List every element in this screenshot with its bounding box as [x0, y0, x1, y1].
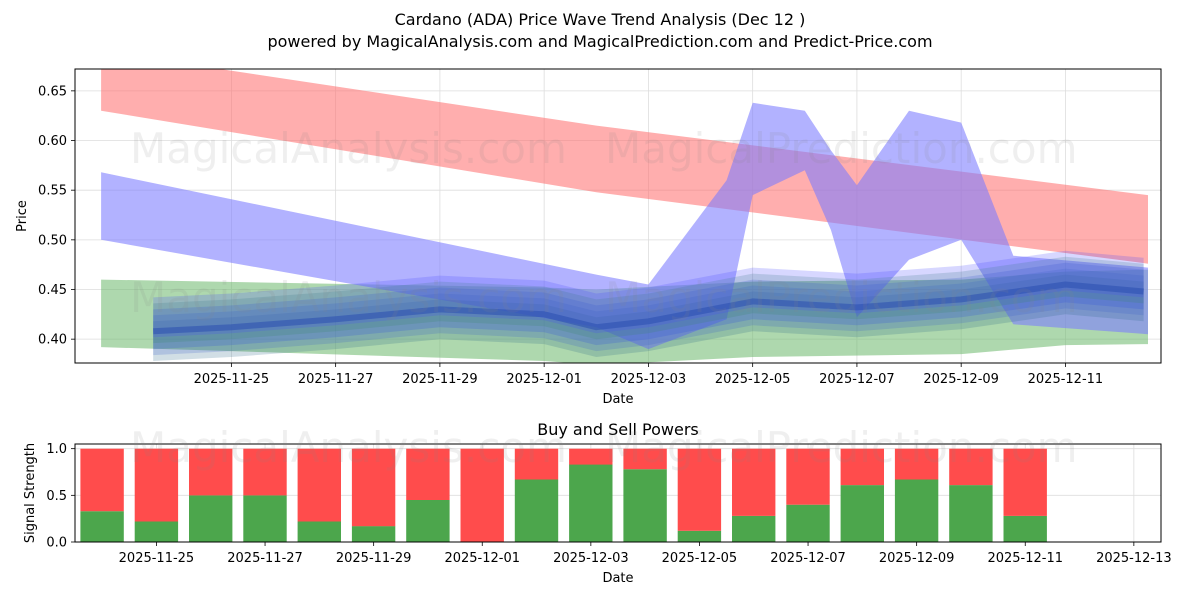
power-ytick-label: 1.0 — [46, 442, 67, 457]
power-axis-ylabel: Signal Strength — [23, 443, 38, 543]
price-bands — [101, 69, 1149, 363]
sell-bar — [949, 448, 993, 486]
power-xtick-label: 2025-12-13 — [1096, 551, 1172, 566]
power-plot-frame — [74, 443, 1162, 543]
power-ytick-label: 0.0 — [46, 536, 67, 551]
price-plot-frame — [74, 68, 1162, 364]
sell-bar — [406, 448, 450, 500]
power-xtick-label: 2025-12-11 — [987, 551, 1063, 566]
sell-bar — [80, 448, 124, 512]
sell-bar — [840, 448, 884, 486]
buy-bar — [189, 495, 233, 542]
price-ensemble-band — [153, 268, 1144, 356]
buy-bar — [514, 479, 559, 542]
price-axis-ticks: 2025-11-25 2025-11-27 2025-11-29 2025-12-01… — [38, 84, 1103, 387]
buy-bar — [406, 500, 450, 542]
buy-bar — [840, 485, 884, 542]
price-ensemble-band — [153, 256, 1144, 344]
buy-bar — [80, 511, 124, 542]
price-xtick-label: 2025-12-05 — [715, 372, 791, 387]
band-7a7aff — [101, 102, 1149, 350]
price-ytick-label: 0.65 — [38, 84, 67, 99]
sell-bar — [1003, 448, 1047, 516]
price-ytick-label: 0.50 — [38, 233, 67, 248]
price-ensemble-band — [153, 262, 1144, 350]
buy-bar — [1003, 515, 1047, 542]
price-xtick-label: 2025-12-01 — [506, 372, 582, 387]
sell-bar — [677, 448, 722, 531]
power-xtick-label: 2025-12-05 — [662, 551, 738, 566]
power-xtick-label: 2025-12-07 — [770, 551, 846, 566]
power-panel-title: Buy and Sell Powers — [537, 420, 699, 439]
power-bars — [80, 448, 1047, 542]
buy-bar — [134, 521, 179, 542]
price-xtick-label: 2025-11-29 — [402, 372, 478, 387]
sell-bar — [786, 448, 830, 505]
price-ensemble-band — [153, 274, 1144, 361]
price-paths — [153, 250, 1144, 361]
price-panel: 2025-11-25 2025-11-27 2025-11-29 2025-12-01… — [15, 68, 1162, 407]
power-xtick-label: 2025-11-27 — [227, 551, 303, 566]
power-ytick-label: 0.5 — [46, 489, 67, 504]
price-xtick-label: 2025-12-03 — [611, 372, 687, 387]
price-ytick-label: 0.60 — [38, 134, 67, 149]
price-ytick-label: 0.40 — [38, 333, 67, 348]
sell-bar — [514, 448, 559, 480]
watermark-prediction-top: MagicalPrediction.com — [605, 124, 1078, 173]
power-axis-xlabel: Date — [602, 571, 633, 586]
sell-bar — [460, 448, 504, 542]
price-xtick-label: 2025-11-27 — [298, 372, 374, 387]
price-axis-ylabel: Price — [15, 200, 30, 232]
buy-bar — [243, 495, 287, 542]
sell-bar — [732, 448, 776, 516]
buy-bar — [351, 526, 396, 542]
buy-bar — [949, 485, 993, 542]
buy-bar — [732, 515, 776, 542]
power-xtick-label: 2025-12-09 — [879, 551, 955, 566]
buy-bar — [677, 530, 722, 542]
buy-bar — [297, 521, 341, 542]
power-panel: Buy and Sell Powers 2025-11-25 2025-11-27… — [23, 420, 1172, 586]
sell-bar — [134, 448, 179, 522]
price-ytick-label: 0.45 — [38, 283, 67, 298]
watermark-prediction-bottom: MagicalPrediction.com — [605, 423, 1078, 472]
power-xtick-label: 2025-11-29 — [336, 551, 412, 566]
watermark-analysis-mid: MagicalAnalysis.com — [130, 273, 567, 322]
figure-title: Cardano (ADA) Price Wave Trend Analysis … — [395, 10, 806, 29]
price-xtick-label: 2025-12-11 — [1028, 372, 1104, 387]
watermark-analysis-top: MagicalAnalysis.com — [130, 124, 567, 173]
watermark-analysis-bottom: MagicalAnalysis.com — [130, 423, 567, 472]
power-axis-ticks: 2025-11-25 2025-11-27 2025-11-29 2025-12-01… — [46, 442, 1171, 566]
sell-bar — [189, 448, 233, 496]
buy-bar — [569, 464, 613, 542]
watermark-prediction-mid: MagicalPrediction.com — [605, 273, 1078, 322]
buy-bar — [894, 479, 939, 542]
price-ytick-label: 0.55 — [38, 184, 67, 199]
sell-bar — [894, 448, 939, 480]
figure-subtitle: powered by MagicalAnalysis.com and Magic… — [267, 32, 932, 51]
sell-bar — [623, 448, 667, 470]
price-path-line — [153, 281, 1144, 335]
power-xtick-label: 2025-12-01 — [444, 551, 520, 566]
sell-bar — [297, 448, 341, 522]
power-xtick-label: 2025-11-25 — [119, 551, 195, 566]
price-xtick-label: 2025-12-09 — [923, 372, 999, 387]
sell-bar — [351, 448, 396, 527]
price-xtick-label: 2025-12-07 — [819, 372, 895, 387]
sell-bar — [569, 448, 613, 465]
buy-bar — [623, 469, 667, 542]
buy-bar — [786, 504, 830, 542]
price-axis-xlabel: Date — [602, 392, 633, 407]
sell-bar — [243, 448, 287, 496]
power-xtick-label: 2025-12-03 — [553, 551, 629, 566]
price-xtick-label: 2025-11-25 — [194, 372, 270, 387]
watermarks: MagicalAnalysis.com MagicalPrediction.co… — [130, 124, 1078, 472]
